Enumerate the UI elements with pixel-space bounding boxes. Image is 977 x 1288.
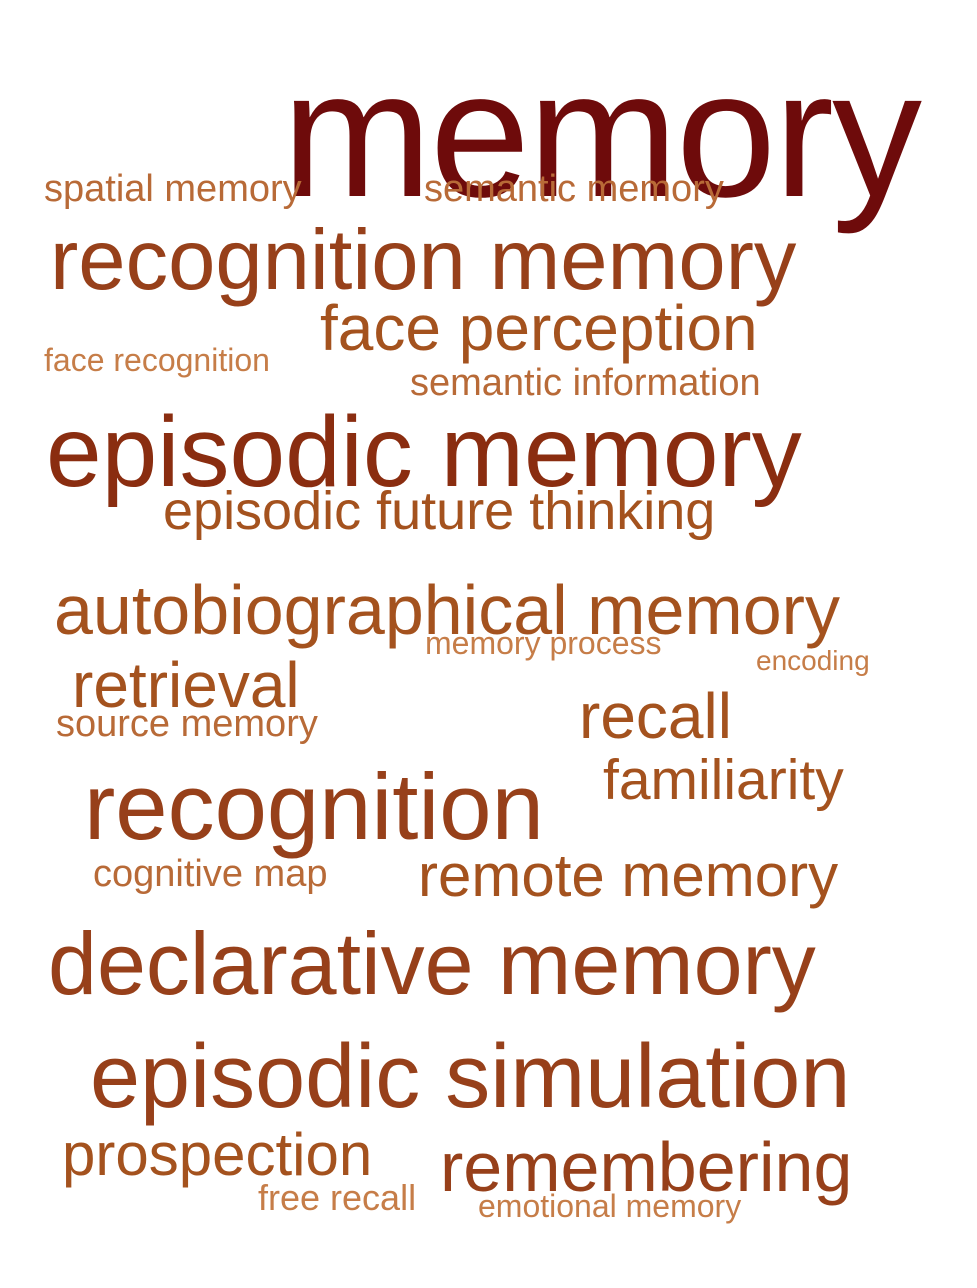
word-face-recognition: face recognition <box>44 342 270 378</box>
word-retrieval: retrieval <box>72 649 300 721</box>
word-remote-memory: remote memory <box>418 842 839 909</box>
word-episodic-memory: episodic memory <box>46 396 802 508</box>
word-declarative-memory: declarative memory <box>48 914 816 1013</box>
word-memory-process: memory process <box>425 625 662 661</box>
word-memory: memory <box>282 34 922 235</box>
word-episodic-simulation: episodic simulation <box>90 1027 851 1127</box>
word-source-memory: source memory <box>56 703 318 745</box>
word-familiarity: familiarity <box>603 748 844 812</box>
word-recognition: recognition <box>84 754 544 859</box>
word-face-perception: face perception <box>320 292 758 364</box>
word-free-recall: free recall <box>258 1177 417 1218</box>
word-remembering: remembering <box>440 1128 853 1206</box>
word-emotional-memory: emotional memory <box>478 1188 742 1224</box>
word-recognition-memory: recognition memory <box>50 213 797 308</box>
word-semantic-memory: semantic memory <box>424 168 724 210</box>
word-prospection: prospection <box>62 1121 373 1188</box>
word-encoding: encoding <box>756 645 870 676</box>
word-cognitive-map: cognitive map <box>93 853 328 895</box>
word-episodic-future-thinking: episodic future thinking <box>163 481 716 541</box>
word-semantic-information: semantic information <box>410 362 761 404</box>
word-spatial-memory: spatial memory <box>44 168 302 210</box>
word-autobiographical-memory: autobiographical memory <box>54 571 840 649</box>
word-recall: recall <box>579 680 732 752</box>
